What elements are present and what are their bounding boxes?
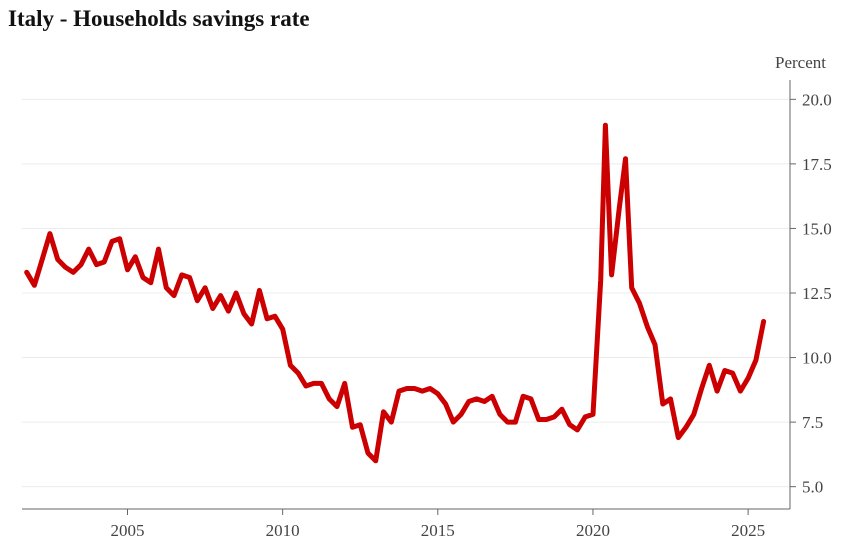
y-tick-label: 17.5	[802, 155, 832, 174]
y-tick-label: 5.0	[802, 478, 823, 497]
chart-title: Italy - Households savings rate	[8, 6, 310, 31]
y-tick-label: 15.0	[802, 219, 832, 238]
grid-lines	[22, 98, 790, 488]
y-tick-label: 12.5	[802, 284, 832, 303]
x-tick-label: 2025	[731, 521, 765, 540]
series-line	[24, 122, 767, 464]
y-axis-unit-label: Percent	[775, 53, 826, 72]
x-tick-label: 2005	[111, 521, 145, 540]
axes: 5.0 7.5 10.0 12.5 15.0 17.5 20.0 2005 2010 2015 20…	[22, 80, 832, 540]
y-tick-label: 10.0	[802, 349, 832, 368]
y-tick-label: 20.0	[802, 90, 832, 109]
x-tick-label: 2020	[576, 521, 610, 540]
x-tick-label: 2010	[266, 521, 300, 540]
series-layer	[24, 122, 767, 464]
y-tick-label: 7.5	[802, 413, 823, 432]
x-tick-label: 2015	[421, 521, 455, 540]
